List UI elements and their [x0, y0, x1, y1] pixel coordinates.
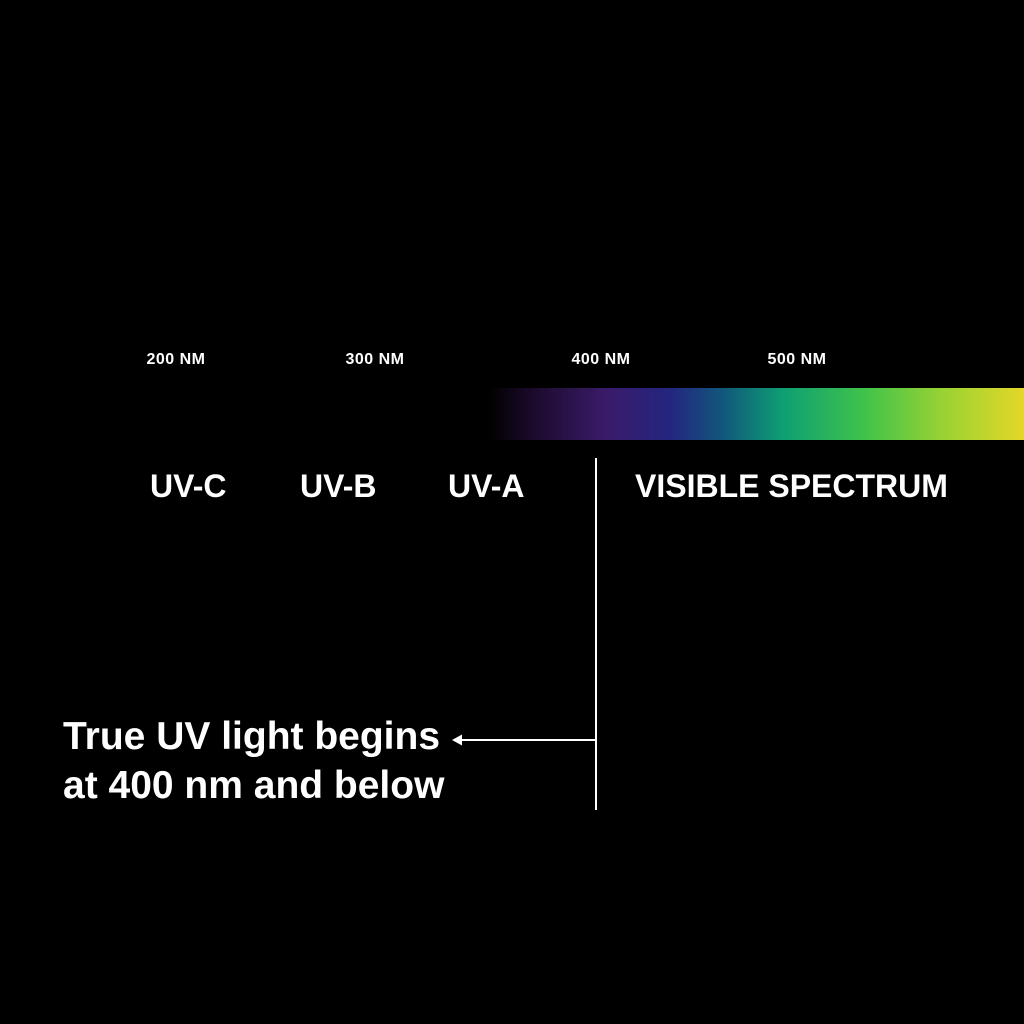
- axis-tick-300: 300 NM: [345, 351, 404, 369]
- visible-spectrum-bar: [488, 388, 1024, 440]
- arrow-icon: [0, 0, 1024, 1024]
- band-label-uva: UV-A: [448, 468, 524, 505]
- axis-tick-500: 500 NM: [767, 351, 826, 369]
- band-label-visible: VISIBLE SPECTRUM: [635, 468, 948, 505]
- band-label-uvc: UV-C: [150, 468, 226, 505]
- caption-line-1: True UV light begins: [63, 715, 440, 758]
- uv-caption: True UV light begins at 400 nm and below: [63, 713, 444, 811]
- axis-tick-200: 200 NM: [146, 351, 205, 369]
- axis-tick-400: 400 NM: [571, 351, 630, 369]
- divider-400nm: [595, 458, 597, 810]
- caption-line-2: at 400 nm and below: [63, 764, 444, 807]
- band-label-uvb: UV-B: [300, 468, 376, 505]
